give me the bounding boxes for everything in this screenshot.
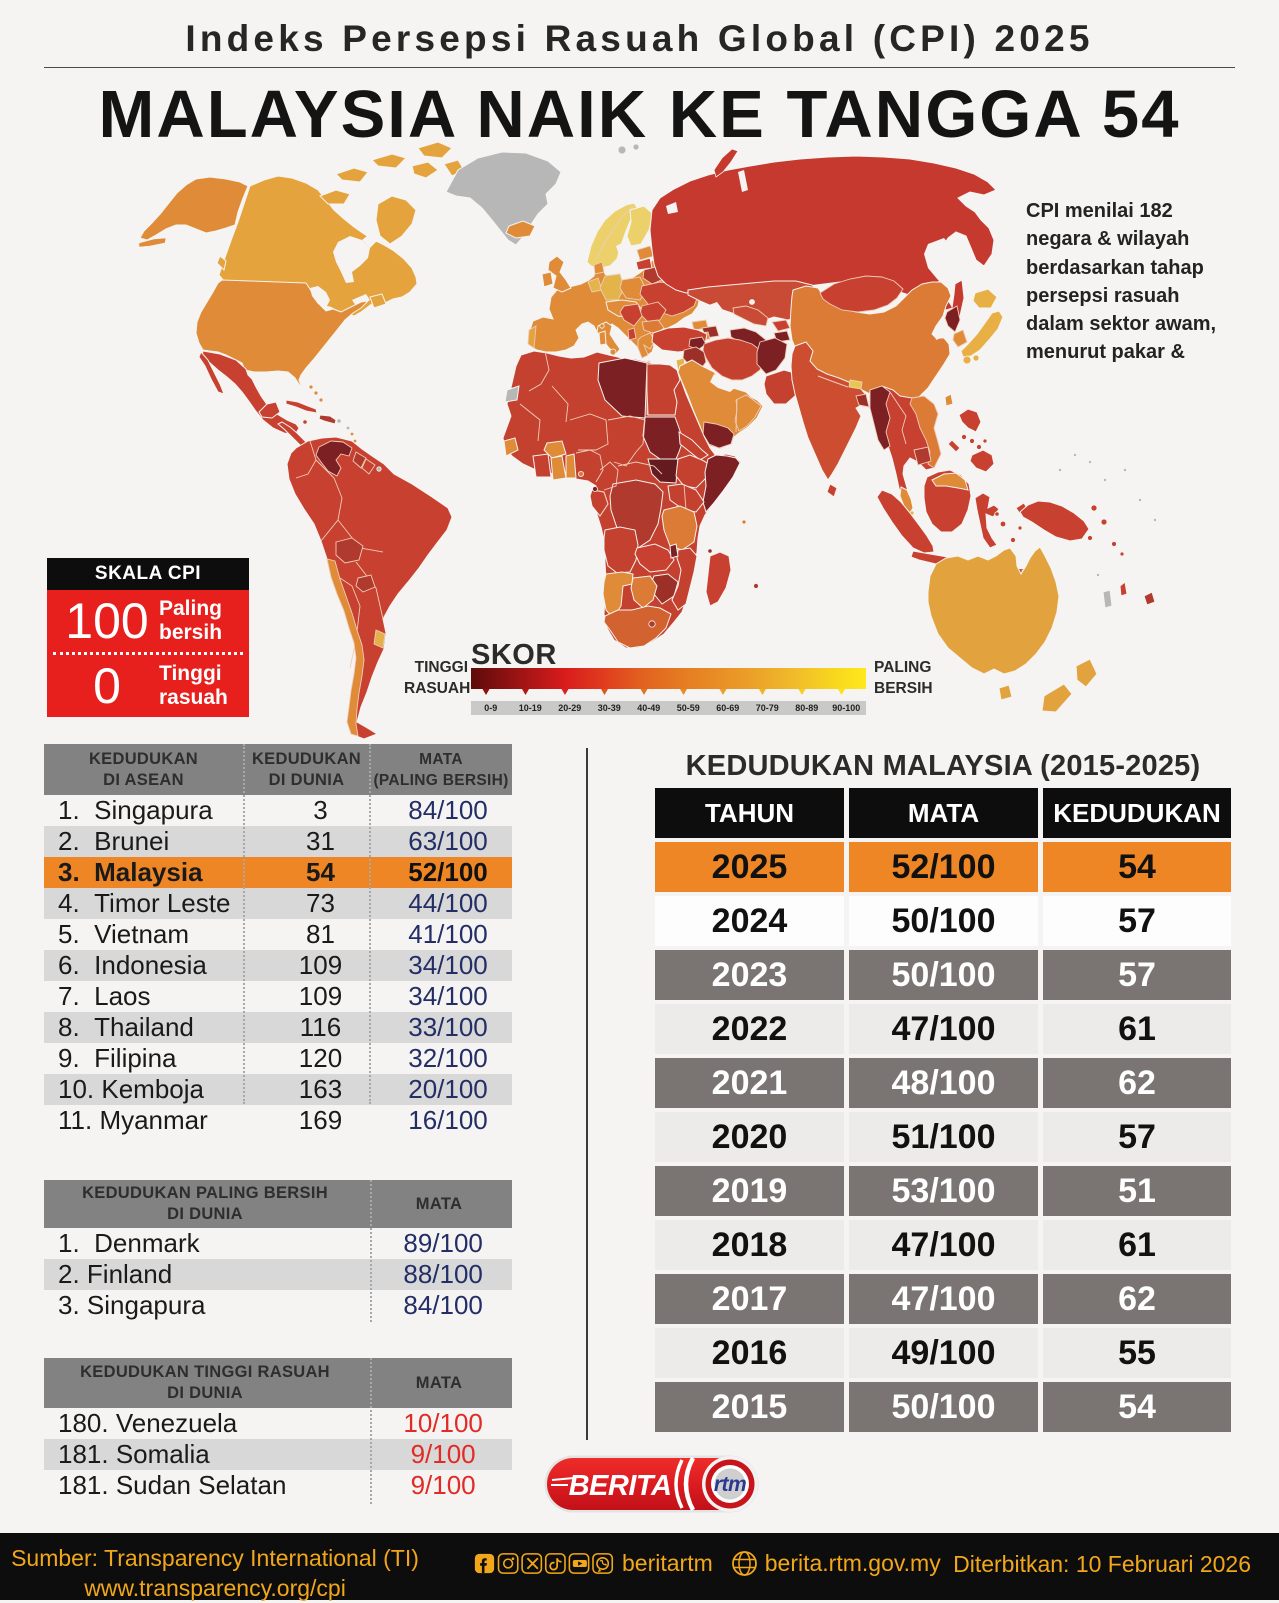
svg-text:BERITA: BERITA: [569, 1470, 672, 1502]
svg-text:rtm: rtm: [714, 1473, 746, 1496]
